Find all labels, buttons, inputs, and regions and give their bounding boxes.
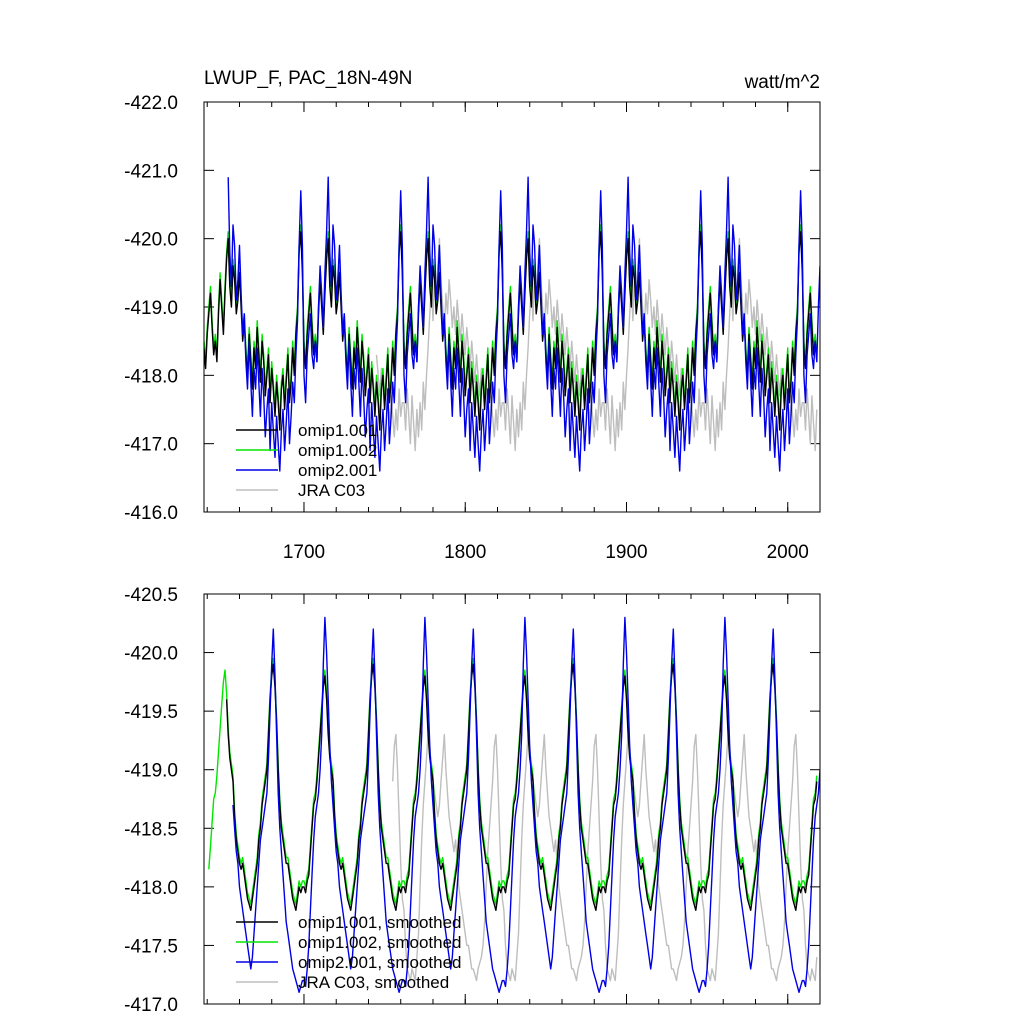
- y-tick-label: -421.0: [124, 161, 178, 182]
- y-tick-label: -420.0: [124, 644, 178, 665]
- legend-label: omip1.002, smoothed: [298, 933, 462, 952]
- y-tick-label: -417.0: [124, 435, 178, 456]
- y-tick-label: -418.0: [124, 366, 178, 387]
- y-tick-label: -418.5: [124, 819, 178, 840]
- legend-label: omip1.002: [298, 441, 377, 460]
- top-chart-units: watt/m^2: [744, 72, 820, 93]
- x-tick-label: 1900: [605, 542, 647, 563]
- y-tick-label: -418.0: [124, 878, 178, 899]
- legend-label: omip1.001, smoothed: [298, 913, 462, 932]
- legend-label: JRA C03, smoothed: [298, 973, 449, 992]
- y-tick-label: -419.5: [124, 702, 178, 723]
- y-tick-label: -420.5: [124, 585, 178, 606]
- bottom-panel: -417.0 -417.5 -418.0 -418.5 -419.0 -419.5 -420…: [124, 585, 821, 1016]
- bottom-plot-frame: [203, 593, 821, 1005]
- legend-label: omip1.001: [298, 421, 377, 440]
- top-panel: LWUP_F, PAC_18N-49N watt/m^2 -416.0 -417.…: [124, 68, 821, 563]
- y-tick-label: -419.0: [124, 761, 178, 782]
- x-tick-label: 1700: [283, 542, 325, 563]
- legend-label: omip2.001, smoothed: [298, 953, 462, 972]
- y-tick-label: -419.0: [124, 298, 178, 319]
- x-tick-label: 1800: [444, 542, 486, 563]
- series-line-omip2_001: [232, 616, 820, 993]
- y-tick-label: -422.0: [124, 93, 178, 114]
- legend-label: omip2.001: [298, 461, 377, 480]
- y-tick-label: -420.0: [124, 230, 178, 251]
- series-line-omip2_001: [227, 176, 820, 472]
- x-tick-label: 2000: [767, 542, 809, 563]
- y-tick-label: -416.0: [124, 503, 178, 524]
- legend-label: JRA C03: [298, 481, 365, 500]
- top-chart-title: LWUP_F, PAC_18N-49N: [204, 68, 412, 89]
- y-tick-label: -417.5: [124, 936, 178, 957]
- series-line-jra: [392, 733, 818, 982]
- y-tick-label: -417.0: [124, 995, 178, 1016]
- top-plot-frame: [203, 101, 821, 513]
